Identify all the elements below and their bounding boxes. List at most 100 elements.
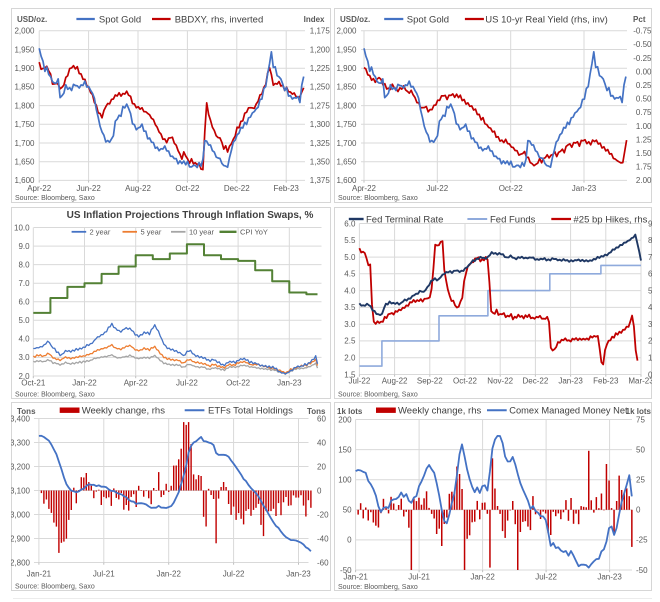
svg-text:0: 0 — [317, 486, 322, 495]
svg-text:US Inflation Projections Throu: US Inflation Projections Through Inflati… — [67, 210, 314, 221]
svg-text:Tons: Tons — [307, 407, 326, 416]
svg-text:Fed Terminal Rate: Fed Terminal Rate — [366, 214, 443, 225]
svg-text:Source: Bloomberg, Saxo: Source: Bloomberg, Saxo — [338, 584, 418, 591]
svg-text:4.0: 4.0 — [18, 334, 30, 343]
svg-text:6: 6 — [648, 269, 652, 278]
svg-text:1,175: 1,175 — [310, 27, 331, 36]
svg-text:Jun-22: Jun-22 — [76, 184, 101, 193]
svg-text:Source: Bloomberg, Saxo: Source: Bloomberg, Saxo — [15, 195, 95, 202]
svg-text:1,650: 1,650 — [336, 158, 357, 167]
svg-text:Sep-22: Sep-22 — [417, 376, 443, 385]
svg-text:Source: Bloomberg, Saxo: Source: Bloomberg, Saxo — [15, 391, 95, 398]
svg-text:ETFs Total Holdings: ETFs Total Holdings — [208, 406, 293, 417]
svg-text:1,350: 1,350 — [310, 158, 331, 167]
svg-text:1.50: 1.50 — [636, 149, 652, 158]
svg-text:Jan-23: Jan-23 — [286, 570, 311, 579]
svg-text:-0.75: -0.75 — [633, 27, 652, 36]
svg-text:1,950: 1,950 — [14, 45, 35, 54]
svg-text:Jul-22: Jul-22 — [535, 573, 557, 582]
svg-text:3.5: 3.5 — [344, 303, 356, 312]
svg-text:1,225: 1,225 — [310, 64, 331, 73]
svg-text:Jul-21: Jul-21 — [93, 570, 115, 579]
svg-text:1,950: 1,950 — [336, 45, 357, 54]
svg-text:4.0: 4.0 — [344, 286, 356, 295]
svg-text:-20: -20 — [317, 510, 329, 519]
svg-text:US 10-yr Real Yield (rhs, inv): US 10-yr Real Yield (rhs, inv) — [485, 14, 607, 25]
svg-text:5.0: 5.0 — [18, 316, 30, 325]
svg-text:1,700: 1,700 — [14, 139, 35, 148]
svg-text:Weekly change, rhs: Weekly change, rhs — [82, 406, 166, 417]
svg-text:3,300: 3,300 — [11, 438, 31, 447]
svg-text:Feb-23: Feb-23 — [274, 184, 300, 193]
svg-text:-0.25: -0.25 — [633, 54, 652, 63]
svg-text:Jan-21: Jan-21 — [343, 573, 368, 582]
svg-text:3,000: 3,000 — [11, 510, 31, 519]
svg-text:Aug-22: Aug-22 — [125, 184, 151, 193]
svg-text:3.0: 3.0 — [344, 320, 356, 329]
svg-text:1,275: 1,275 — [310, 101, 331, 110]
svg-text:1,750: 1,750 — [336, 120, 357, 129]
svg-text:Jan-22: Jan-22 — [156, 570, 181, 579]
svg-text:Comex Managed Money Net: Comex Managed Money Net — [509, 406, 628, 416]
svg-text:0.50: 0.50 — [636, 95, 652, 104]
svg-text:Feb-23: Feb-23 — [593, 376, 619, 385]
svg-text:1,750: 1,750 — [14, 120, 35, 129]
svg-text:Source: Bloomberg, Saxo: Source: Bloomberg, Saxo — [338, 195, 418, 202]
svg-text:Oct-22: Oct-22 — [499, 184, 524, 193]
svg-text:5 year: 5 year — [141, 227, 162, 236]
svg-text:Jan-23: Jan-23 — [572, 184, 597, 193]
svg-text:Dec-22: Dec-22 — [523, 376, 549, 385]
svg-text:Jan-23: Jan-23 — [277, 378, 302, 387]
svg-text:3,200: 3,200 — [11, 462, 31, 471]
svg-text:2 year: 2 year — [90, 227, 111, 236]
svg-text:USD/oz.: USD/oz. — [340, 15, 370, 24]
svg-text:1,600: 1,600 — [14, 176, 35, 185]
svg-text:-0.50: -0.50 — [633, 40, 652, 49]
svg-text:50: 50 — [636, 445, 645, 454]
svg-text:Jul-22: Jul-22 — [349, 376, 371, 385]
svg-text:7.0: 7.0 — [18, 279, 30, 288]
svg-text:1,650: 1,650 — [14, 158, 35, 167]
svg-text:1.75: 1.75 — [636, 163, 652, 172]
svg-text:2.5: 2.5 — [344, 336, 356, 345]
svg-text:8: 8 — [648, 236, 652, 245]
svg-text:CPI YoY: CPI YoY — [240, 227, 268, 236]
svg-text:1,850: 1,850 — [336, 83, 357, 92]
svg-text:5.5: 5.5 — [344, 236, 356, 245]
svg-text:-50: -50 — [636, 566, 648, 575]
svg-text:5: 5 — [648, 286, 652, 295]
svg-text:Jan-22: Jan-22 — [470, 573, 495, 582]
svg-text:8.0: 8.0 — [18, 260, 30, 269]
svg-text:4.5: 4.5 — [344, 269, 356, 278]
svg-text:Jul-22: Jul-22 — [223, 570, 245, 579]
svg-text:Aug-22: Aug-22 — [382, 376, 408, 385]
svg-text:Spot Gold: Spot Gold — [99, 14, 141, 25]
svg-text:75: 75 — [636, 415, 645, 424]
svg-text:2,000: 2,000 — [14, 27, 35, 36]
svg-text:1,250: 1,250 — [310, 83, 331, 92]
svg-text:Source: Bloomberg, Saxo: Source: Bloomberg, Saxo — [15, 584, 95, 591]
svg-text:0: 0 — [636, 506, 641, 515]
svg-text:3.0: 3.0 — [18, 353, 30, 362]
svg-text:1,800: 1,800 — [336, 101, 357, 110]
svg-text:1k lots: 1k lots — [337, 407, 363, 416]
svg-text:1.25: 1.25 — [636, 135, 652, 144]
svg-text:60: 60 — [317, 414, 326, 423]
svg-text:-40: -40 — [317, 534, 329, 543]
svg-text:2: 2 — [648, 336, 652, 345]
svg-text:0.75: 0.75 — [636, 108, 652, 117]
svg-text:Weekly change, rhs: Weekly change, rhs — [398, 406, 482, 417]
svg-text:Apr-22: Apr-22 — [124, 378, 149, 387]
svg-text:1k lots: 1k lots — [626, 407, 652, 416]
svg-text:9: 9 — [648, 219, 652, 228]
svg-text:20: 20 — [317, 462, 326, 471]
svg-text:1.00: 1.00 — [636, 122, 652, 131]
svg-text:10.0: 10.0 — [14, 223, 30, 232]
svg-text:-50: -50 — [340, 566, 352, 575]
svg-text:1,200: 1,200 — [310, 45, 331, 54]
svg-text:0: 0 — [347, 536, 352, 545]
svg-text:4: 4 — [648, 303, 652, 312]
svg-text:100: 100 — [338, 476, 352, 485]
svg-text:50: 50 — [343, 506, 352, 515]
svg-text:Apr-22: Apr-22 — [352, 184, 377, 193]
